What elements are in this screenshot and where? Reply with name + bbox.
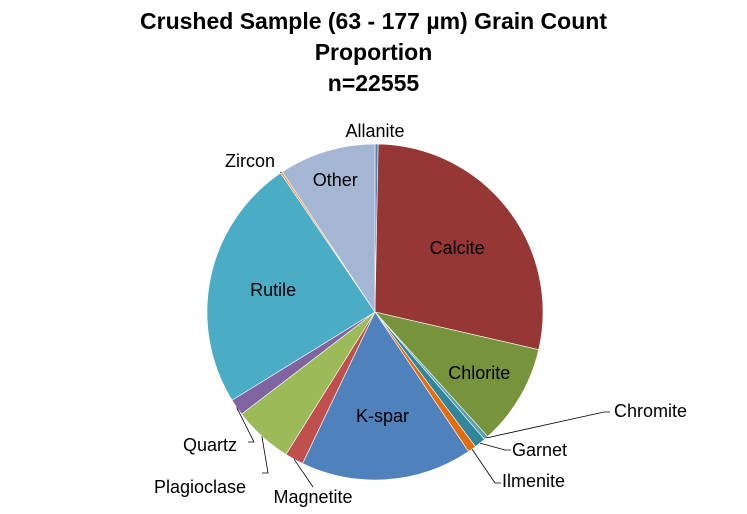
leader-line-ilmenite [471,448,501,484]
pie-label-magnetite: Magnetite [273,487,352,507]
leader-line-garnet [479,442,511,451]
chart-subtitle: n=22555 [327,70,420,96]
pie-label-plagioclase: Plagioclase [154,477,246,497]
pie-slice-chlorite [374,311,540,438]
pie-label-ilmenite: Ilmenite [502,471,565,491]
pie-label-allanite: Allanite [345,121,404,141]
pie-slice-other [281,143,376,313]
pie-slice-k-spar [302,311,469,481]
pie-slices [206,143,544,481]
pie-label-quartz: Quartz [183,435,237,455]
leader-line-chromite [486,411,610,439]
pie-label-garnet: Garnet [512,440,567,460]
leader-line-zircon [279,171,282,173]
pie-label-k-spar: K-spar [356,406,409,426]
pie-slice-rutile [206,172,376,401]
pie-slice-calcite [374,143,544,351]
leader-line-quartz [236,407,255,443]
pie-label-calcite: Calcite [430,238,485,258]
pie-label-zircon: Zircon [225,151,275,171]
pie-label-rutile: Rutile [250,280,296,300]
pie-label-other: Other [313,170,358,190]
chart-title-block: Crushed Sample (63 - 177 µm) Grain Count… [0,6,747,99]
pie-labels: Allanite Calcite Chlorite Chromite Garnet Ilm… [154,121,687,507]
chart-title-line2: Proportion [314,39,433,65]
chart-title: Crushed Sample (63 - 177 µm) Grain Count [140,8,607,34]
pie-label-chromite: Chromite [614,401,687,421]
leader-line-plagioclase [261,436,269,474]
pie-label-chlorite: Chlorite [448,363,510,383]
leader-line-magnetite [293,458,314,488]
pie-leader-lines [236,171,610,488]
